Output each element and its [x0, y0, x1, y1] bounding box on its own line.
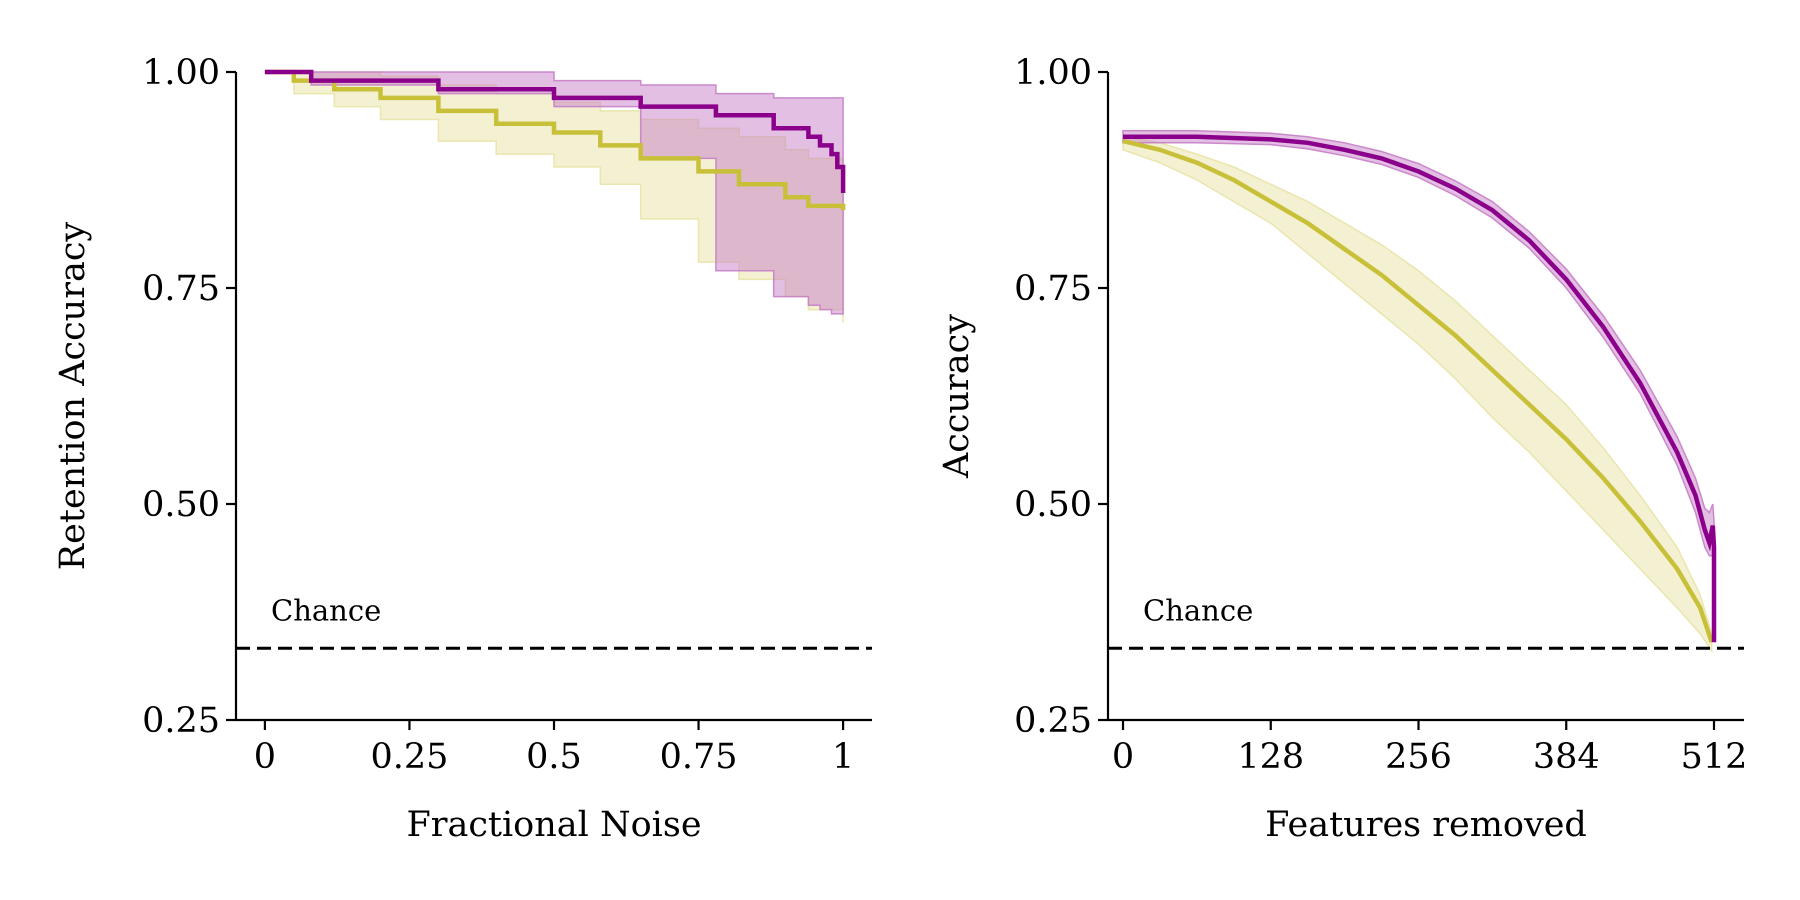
series-line-purple	[1123, 134, 1717, 643]
series-lines	[1122, 134, 1717, 643]
axes: 0.25 0.50 0.75 1.00 0 128 256 384 512	[1014, 53, 1747, 777]
right-panel: Chance 0.25 0.50 0.75 1.00 0 128 256 384 512 Fea…	[937, 53, 1747, 845]
y-axis-label: Accuracy	[937, 314, 977, 479]
series-line-olive	[264, 69, 846, 211]
chance-label: Chance	[1143, 593, 1253, 627]
confidence-bands	[264, 71, 844, 323]
y-tick-label: 0.25	[142, 701, 220, 741]
x-axis-label: Features removed	[1265, 805, 1587, 845]
x-tick-label: 128	[1237, 737, 1304, 777]
x-axis-label: Fractional Noise	[406, 805, 701, 845]
y-tick-label: 0.25	[1014, 701, 1092, 741]
x-tick-label: 384	[1533, 737, 1600, 777]
series-line-purple	[264, 69, 846, 193]
y-tick-label: 0.75	[1014, 269, 1092, 309]
axes: 0.25 0.50 0.75 1.00 0 0.25 0.5 0.75 1	[142, 53, 872, 777]
x-tick-label: 0.25	[370, 737, 448, 777]
y-tick-label: 0.75	[142, 269, 220, 309]
chance-label: Chance	[271, 593, 381, 627]
confidence-band-purple	[264, 71, 844, 315]
y-tick-label: 0.50	[142, 485, 220, 525]
x-tick-label: 0.75	[660, 737, 738, 777]
left-panel: Chance 0.25 0.50 0.75 1.00 0 0.25 0.5 0.75 1 Fra…	[53, 53, 872, 845]
confidence-band-olive	[1122, 135, 1713, 654]
confidence-bands	[1122, 130, 1715, 654]
y-tick-label: 1.00	[1014, 53, 1092, 93]
y-tick-label: 0.50	[1014, 485, 1092, 525]
x-tick-label: 0.5	[526, 737, 582, 777]
x-tick-label: 0	[1112, 737, 1134, 777]
series-lines	[264, 69, 846, 211]
x-tick-label: 256	[1385, 737, 1452, 777]
confidence-band-purple	[1122, 130, 1715, 643]
x-tick-label: 512	[1681, 737, 1748, 777]
y-axis-label: Retention Accuracy	[53, 222, 93, 571]
series-line-olive	[1122, 138, 1714, 643]
y-tick-label: 1.00	[142, 53, 220, 93]
x-tick-label: 1	[832, 737, 854, 777]
x-tick-label: 0	[254, 737, 276, 777]
